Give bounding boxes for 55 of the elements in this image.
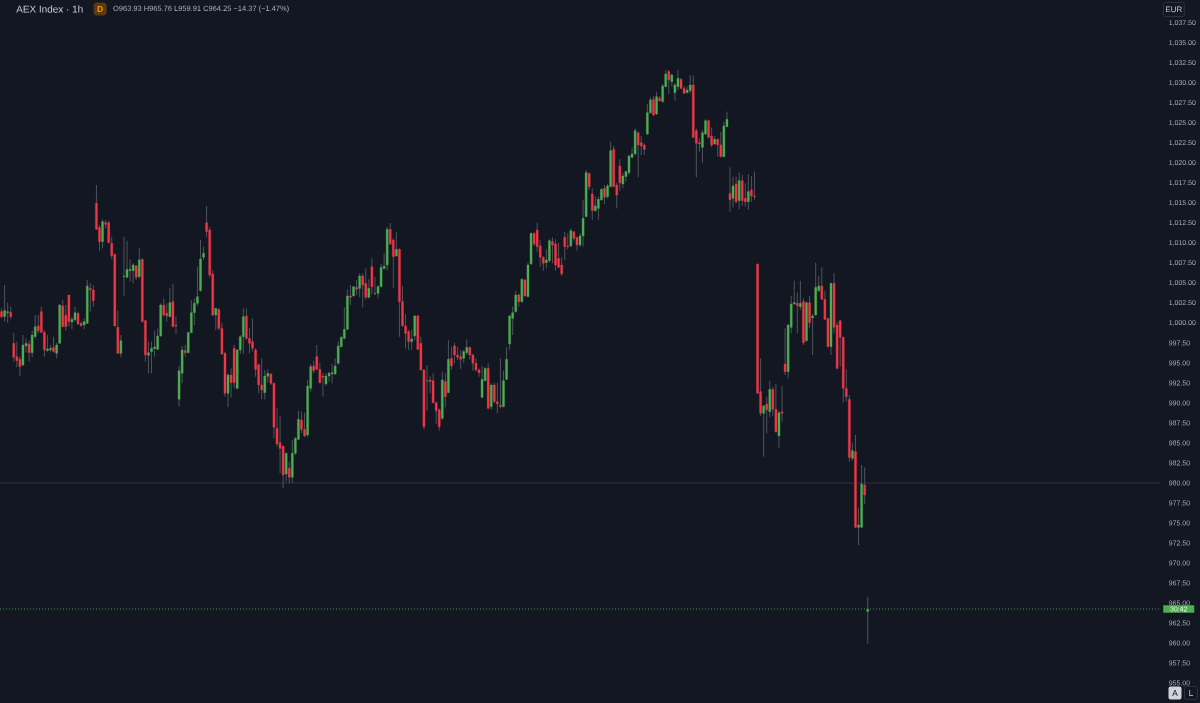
candlestick [12, 332, 15, 363]
candlestick [652, 95, 655, 117]
candlestick [783, 327, 787, 376]
candlestick [361, 272, 364, 308]
candlestick [747, 173, 750, 211]
candlestick [101, 218, 104, 249]
candlestick [92, 284, 95, 308]
candlestick [395, 231, 398, 258]
candlestick [214, 307, 218, 331]
candlestick [291, 439, 294, 484]
candlestick [138, 247, 141, 279]
candlestick [719, 131, 723, 158]
candlestick [444, 372, 447, 408]
text: A [1172, 690, 1178, 696]
candlestick [490, 382, 493, 411]
candlestick [288, 461, 291, 484]
candlestick [330, 363, 334, 384]
candlestick [741, 174, 744, 207]
candlestick [6, 302, 9, 324]
candlestick [603, 184, 606, 205]
candlestick [796, 292, 799, 334]
annotation: D [97, 6, 103, 12]
candlestick [425, 364, 429, 412]
candlestick [300, 411, 303, 434]
chart-title: AEX Index · 1h [16, 5, 83, 13]
candlestick [737, 172, 741, 210]
candlestick [168, 287, 172, 318]
candlestick [284, 452, 288, 483]
candlestick [560, 256, 563, 277]
candlestick [242, 307, 245, 355]
text: L [1189, 690, 1194, 696]
candlestick [162, 297, 165, 318]
candlestick [863, 466, 866, 505]
candlestick [119, 334, 123, 358]
candlestick [122, 236, 126, 297]
candlestick [337, 341, 340, 366]
candlestick [753, 171, 756, 201]
candlestick [563, 231, 566, 261]
candlestick [505, 346, 508, 381]
candlestick [147, 341, 150, 374]
candlestick [89, 282, 92, 313]
candlestick [459, 349, 462, 370]
candlestick [61, 299, 64, 328]
candlestick [260, 357, 263, 400]
candlestick [370, 257, 374, 295]
candlestick [474, 357, 478, 373]
candlestick [554, 238, 557, 272]
candlestick [165, 302, 169, 323]
candlestick [765, 396, 768, 434]
candlestick [636, 131, 640, 178]
candlestick [655, 91, 658, 116]
candlestick [548, 238, 551, 264]
candlestick [349, 284, 352, 306]
candlestick [728, 166, 732, 213]
candlestick [37, 314, 40, 334]
